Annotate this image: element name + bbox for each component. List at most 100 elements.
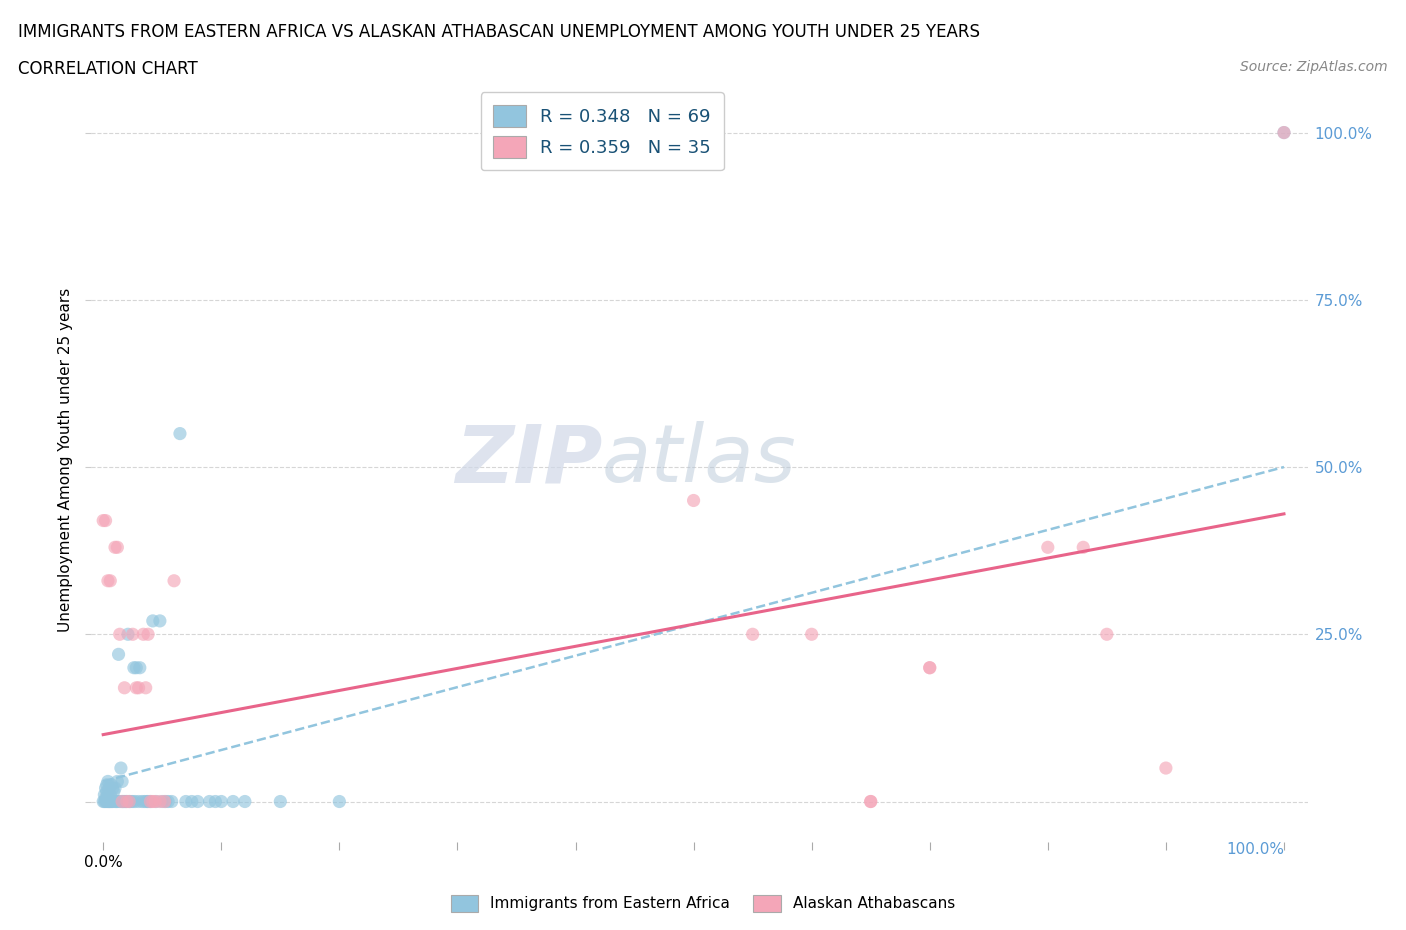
Point: [682, 493, 704, 508]
Point: [1071, 540, 1094, 555]
Point: [105, 794, 128, 809]
Point: [107, 647, 129, 662]
Point: [111, 794, 134, 809]
Point: [115, 794, 138, 809]
Point: [1154, 761, 1177, 776]
Text: 100.0%: 100.0%: [1226, 842, 1284, 857]
Point: [163, 573, 186, 588]
Point: [98, 794, 121, 809]
Point: [131, 794, 153, 809]
Point: [112, 794, 135, 809]
Point: [204, 794, 226, 809]
Point: [94, 780, 117, 795]
Point: [93, 788, 115, 803]
Point: [103, 784, 125, 799]
Point: [110, 761, 132, 776]
Point: [111, 794, 134, 809]
Text: IMMIGRANTS FROM EASTERN AFRICA VS ALASKAN ATHABASCAN UNEMPLOYMENT AMONG YOUTH UN: IMMIGRANTS FROM EASTERN AFRICA VS ALASKA…: [18, 23, 980, 41]
Point: [104, 780, 127, 795]
Text: Source: ZipAtlas.com: Source: ZipAtlas.com: [1240, 60, 1388, 74]
Point: [174, 794, 197, 809]
Point: [122, 660, 145, 675]
Point: [128, 660, 150, 675]
Point: [209, 794, 232, 809]
Point: [94, 794, 117, 809]
Point: [187, 794, 209, 809]
Point: [143, 794, 166, 809]
Text: atlas: atlas: [602, 421, 797, 499]
Point: [741, 627, 763, 642]
Point: [269, 794, 291, 809]
Point: [98, 573, 121, 588]
Point: [328, 794, 350, 809]
Point: [1272, 126, 1295, 140]
Point: [142, 614, 165, 629]
Point: [1095, 627, 1118, 642]
Point: [150, 794, 173, 809]
Point: [115, 794, 138, 809]
Point: [105, 540, 128, 555]
Point: [101, 794, 124, 809]
Legend: Immigrants from Eastern Africa, Alaskan Athabascans: Immigrants from Eastern Africa, Alaskan …: [444, 889, 962, 918]
Point: [233, 794, 256, 809]
Point: [114, 794, 136, 809]
Point: [97, 774, 120, 789]
Point: [153, 794, 176, 809]
Point: [149, 614, 172, 629]
Point: [114, 794, 136, 809]
Point: [180, 794, 202, 809]
Point: [117, 627, 139, 642]
Point: [98, 780, 121, 795]
Point: [169, 426, 191, 441]
Point: [96, 777, 118, 792]
Point: [160, 794, 183, 809]
Point: [108, 794, 131, 809]
Point: [105, 794, 128, 809]
Point: [136, 627, 159, 642]
Point: [98, 788, 121, 803]
Point: [104, 794, 127, 809]
Point: [918, 660, 941, 675]
Point: [104, 540, 127, 555]
Text: CORRELATION CHART: CORRELATION CHART: [18, 60, 198, 78]
Point: [100, 794, 122, 809]
Point: [120, 794, 142, 809]
Point: [198, 794, 221, 809]
Point: [800, 627, 823, 642]
Point: [125, 681, 148, 696]
Y-axis label: Unemployment Among Youth under 25 years: Unemployment Among Youth under 25 years: [58, 288, 73, 632]
Point: [918, 660, 941, 675]
Point: [94, 790, 117, 805]
Legend: R = 0.348   N = 69, R = 0.359   N = 35: R = 0.348 N = 69, R = 0.359 N = 35: [481, 92, 724, 170]
Point: [139, 794, 162, 809]
Point: [128, 794, 150, 809]
Point: [157, 794, 180, 809]
Point: [155, 794, 177, 809]
Point: [132, 627, 155, 642]
Point: [142, 794, 165, 809]
Point: [121, 794, 143, 809]
Point: [97, 788, 120, 803]
Point: [118, 794, 141, 809]
Point: [135, 794, 157, 809]
Point: [93, 794, 115, 809]
Point: [114, 681, 136, 696]
Point: [96, 784, 118, 799]
Point: [101, 780, 124, 795]
Point: [1272, 126, 1295, 140]
Point: [134, 794, 156, 809]
Point: [145, 794, 167, 809]
Point: [136, 794, 159, 809]
Point: [125, 660, 148, 675]
Point: [1036, 540, 1059, 555]
Point: [98, 794, 121, 809]
Point: [94, 513, 117, 528]
Point: [135, 681, 157, 696]
Point: [222, 794, 245, 809]
Point: [91, 513, 114, 528]
Point: [121, 627, 143, 642]
Point: [96, 794, 118, 809]
Point: [859, 794, 882, 809]
Point: [118, 794, 141, 809]
Point: [124, 794, 146, 809]
